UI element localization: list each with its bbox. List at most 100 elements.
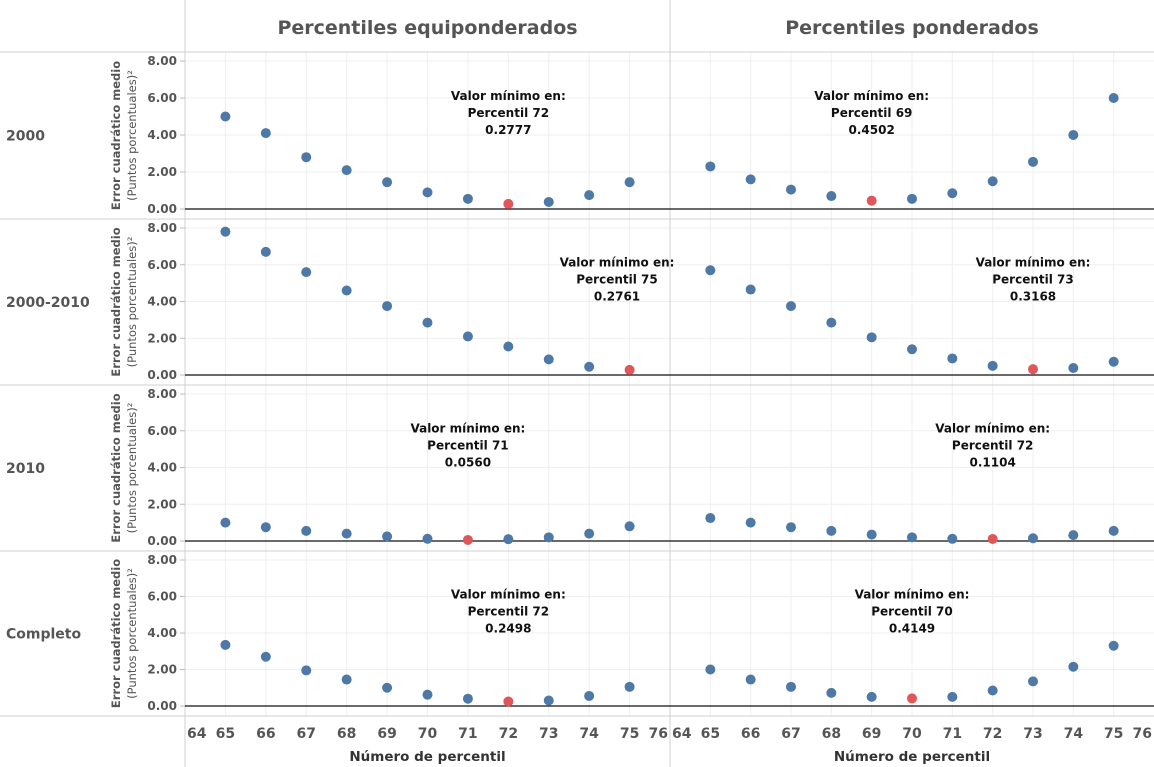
data-point	[422, 317, 433, 328]
data-point	[543, 196, 554, 207]
y-axis-unit-label: (Puntos porcentuales)²	[125, 568, 139, 699]
data-point	[382, 531, 393, 542]
data-point	[584, 190, 595, 201]
y-tick-label: 8.00	[147, 221, 177, 235]
data-point	[866, 691, 877, 702]
minimum-point	[866, 195, 877, 206]
data-point	[220, 226, 231, 237]
x-axis-title: Número de percentil	[834, 749, 990, 765]
x-tick-label: 75	[620, 726, 639, 742]
y-tick-label: 0.00	[147, 202, 177, 216]
y-tick-label: 8.00	[147, 553, 177, 567]
y-tick-label: 2.00	[147, 331, 177, 345]
data-point	[866, 529, 877, 540]
x-tick-label: 76	[1133, 726, 1152, 742]
y-axis-unit-label: (Puntos porcentuales)²	[125, 403, 139, 534]
data-point	[260, 651, 271, 662]
data-point	[462, 693, 473, 704]
data-point	[260, 522, 271, 533]
y-tick-label: 4.00	[147, 626, 177, 640]
min-annotation-line: Percentil 72	[952, 439, 1034, 453]
row-label: 2010	[6, 461, 45, 477]
min-annotation-line: 0.3168	[1010, 290, 1056, 304]
y-tick-label: 8.00	[147, 54, 177, 68]
data-point	[1068, 530, 1079, 541]
data-point	[543, 354, 554, 365]
x-tick-label: 64	[672, 726, 692, 742]
data-point	[543, 695, 554, 706]
data-point	[987, 360, 998, 371]
row-label: 2000	[6, 129, 45, 145]
minimum-point	[503, 696, 514, 707]
y-tick-label: 0.00	[147, 534, 177, 548]
data-point	[786, 522, 796, 533]
data-point	[1108, 356, 1119, 367]
x-tick-label: 74	[579, 726, 599, 742]
x-tick-label: 65	[216, 726, 235, 742]
x-tick-label: 70	[902, 726, 922, 742]
y-tick-label: 2.00	[147, 165, 177, 179]
y-tick-label: 4.00	[147, 128, 177, 142]
x-tick-label: 71	[943, 726, 962, 742]
data-point	[624, 681, 635, 692]
y-tick-label: 2.00	[147, 497, 177, 511]
data-point	[382, 682, 393, 693]
y-tick-label: 8.00	[147, 387, 177, 401]
data-point	[301, 665, 312, 676]
data-point	[301, 267, 312, 278]
data-point	[341, 165, 352, 176]
min-annotation-line: Percentil 69	[831, 106, 913, 120]
data-point	[1068, 661, 1079, 672]
min-annotation-line: 0.0560	[445, 456, 491, 470]
data-point	[947, 188, 958, 199]
data-point	[341, 674, 352, 685]
min-annotation-line: Percentil 70	[871, 604, 953, 618]
y-axis-unit-label: (Puntos porcentuales)²	[125, 237, 139, 368]
data-point	[745, 674, 756, 685]
y-tick-label: 4.00	[147, 295, 177, 309]
min-annotation-line: Valor mínimo en:	[976, 256, 1091, 270]
column-title: Percentiles equiponderados	[277, 17, 577, 39]
min-annotation-line: 0.2777	[485, 123, 531, 137]
data-point	[624, 177, 635, 188]
y-tick-label: 6.00	[147, 590, 177, 604]
x-tick-label: 74	[1064, 726, 1084, 742]
data-point	[987, 176, 998, 187]
data-point	[987, 685, 998, 696]
data-point	[422, 187, 433, 198]
data-point	[584, 528, 595, 539]
data-point	[786, 301, 796, 312]
min-annotation-line: Percentil 72	[468, 106, 550, 120]
data-point	[826, 317, 837, 328]
y-axis-label: Error cuadrático medio	[109, 61, 123, 210]
data-point	[705, 265, 716, 276]
data-point	[301, 152, 312, 163]
data-point	[705, 161, 716, 172]
data-point	[907, 532, 917, 543]
x-tick-label: 76	[649, 726, 668, 742]
data-point	[826, 525, 837, 536]
data-point	[826, 687, 837, 698]
data-point	[260, 246, 271, 257]
min-annotation-line: 0.2498	[485, 621, 531, 635]
min-annotation-line: 0.4149	[889, 621, 935, 635]
x-tick-label: 73	[1023, 726, 1042, 742]
data-point	[624, 521, 635, 532]
data-point	[1028, 676, 1038, 687]
data-point	[1028, 156, 1038, 167]
data-point	[462, 193, 473, 204]
x-tick-label: 68	[822, 726, 841, 742]
data-point	[786, 681, 796, 692]
data-point	[301, 525, 312, 536]
x-tick-label: 73	[539, 726, 558, 742]
x-tick-label: 69	[377, 726, 396, 742]
min-annotation-line: Valor mínimo en:	[935, 422, 1050, 436]
data-point	[543, 532, 554, 543]
minimum-point	[1028, 364, 1038, 375]
data-point	[341, 285, 352, 296]
data-point	[260, 128, 271, 139]
y-tick-label: 4.00	[147, 461, 177, 475]
x-tick-label: 65	[701, 726, 720, 742]
data-point	[705, 664, 716, 675]
